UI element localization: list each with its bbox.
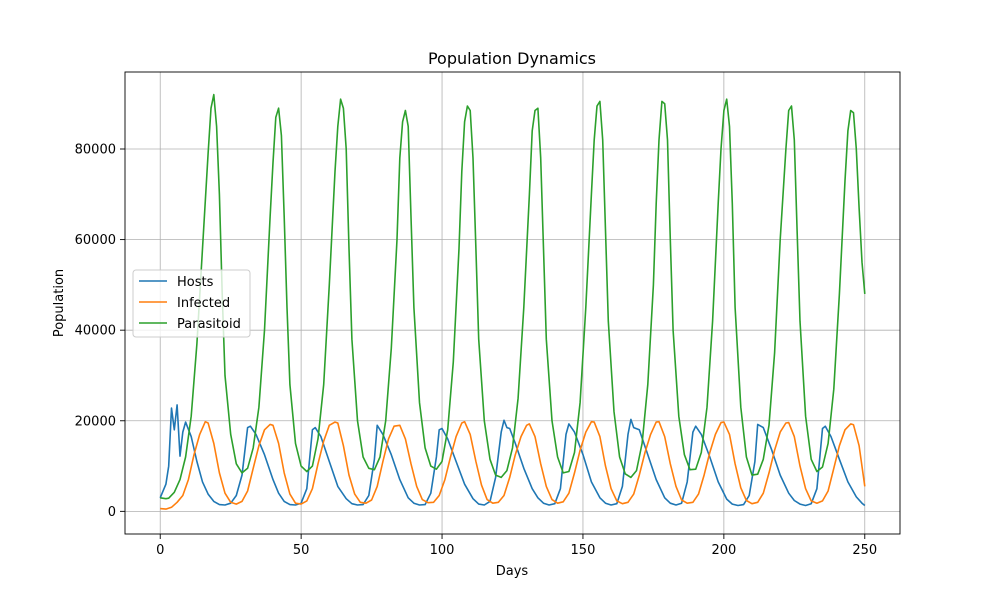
legend-label-infected: Infected	[177, 296, 230, 311]
legend-label-parasitoid: Parasitoid	[177, 317, 241, 332]
x-tick-label: 250	[852, 543, 877, 558]
y-tick-label: 20000	[75, 414, 116, 429]
x-axis-label: Days	[496, 564, 529, 579]
y-tick-label: 40000	[75, 324, 116, 339]
x-tick-label: 50	[293, 543, 310, 558]
chart-title: Population Dynamics	[428, 49, 596, 68]
tick-layer: 0 50 100 150 200 250 0 20000 40000 60000 80000	[75, 143, 878, 559]
legend: Hosts Infected Parasitoid	[132, 269, 251, 338]
y-axis-label: Population	[52, 269, 67, 337]
x-tick-label: 200	[711, 543, 736, 558]
legend-box	[132, 269, 251, 338]
legend-label-hosts: Hosts	[177, 275, 214, 290]
grid-layer	[125, 72, 900, 534]
x-tick-label: 150	[571, 543, 596, 558]
x-tick-label: 100	[430, 543, 455, 558]
series-line-hosts	[159, 404, 866, 507]
series-line-infected	[160, 420, 866, 510]
plot-frame	[124, 71, 901, 535]
y-tick-label: 80000	[75, 143, 116, 158]
series-layer	[159, 93, 866, 510]
x-tick-label: 0	[156, 543, 164, 558]
series-line-parasitoid	[160, 93, 866, 500]
y-tick-label: 0	[108, 505, 116, 520]
y-tick-label: 60000	[75, 233, 116, 248]
